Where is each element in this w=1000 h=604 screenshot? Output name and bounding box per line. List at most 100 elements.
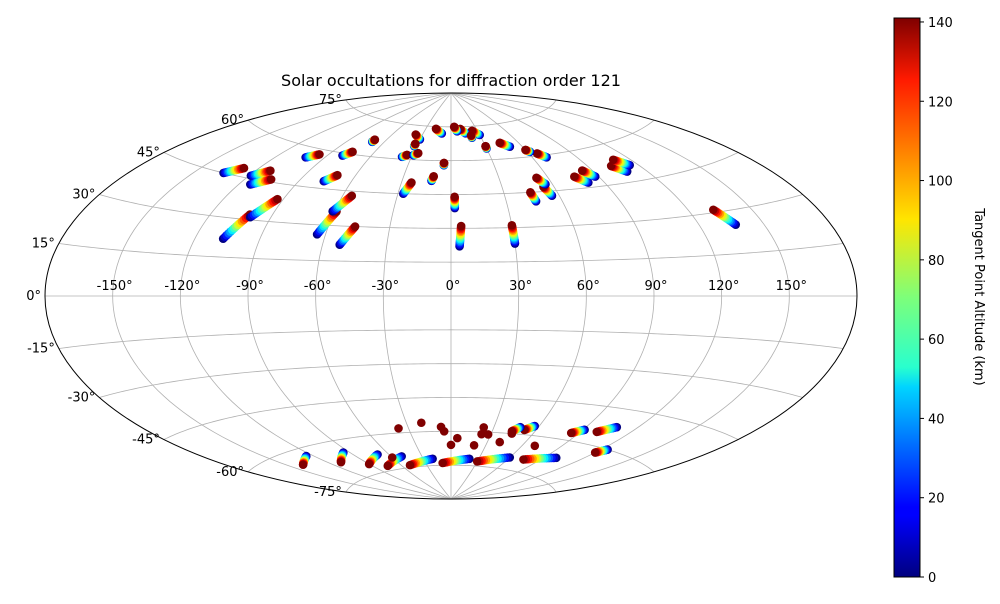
occultation-point (431, 124, 441, 134)
longitude-tick-label: -120° (164, 279, 200, 294)
colorbar-tick-label: 140 (928, 16, 953, 31)
chart-title: Solar occultations for diffraction order… (281, 71, 621, 90)
occultation-point (438, 458, 447, 468)
occultation-point (417, 418, 426, 428)
latitude-tick-label: 60° (221, 113, 244, 128)
occultation-point (483, 430, 493, 439)
occultation-point (407, 178, 416, 187)
occultation-point (577, 166, 587, 175)
occultation-point (495, 138, 505, 148)
occultation-points (218, 122, 741, 471)
occultation-point (364, 459, 374, 469)
occultation-point (411, 130, 421, 139)
occultation-point (450, 192, 459, 202)
occultation-point (466, 131, 476, 140)
occultation-point (347, 191, 357, 201)
grid-longitude-line (450, 92, 790, 500)
occultation-point (507, 429, 517, 438)
longitude-tick-label: 60° (577, 279, 600, 294)
occultation-point (530, 441, 540, 451)
grid-longitude-line (112, 92, 452, 500)
colorbar: 0 20 40 60 80 100 120 140 Tangent Point Altitud… (893, 16, 986, 586)
colorbar-label: Tangent Point Altitude (km) (971, 207, 986, 385)
colorbar-tick-label: 100 (928, 175, 953, 190)
occultation-point (266, 175, 276, 184)
occultation-point (570, 172, 579, 181)
occultation-point (266, 166, 275, 175)
longitude-tick-label: 150° (776, 279, 807, 294)
graticule (45, 92, 857, 500)
longitude-tick-label: 0° (446, 279, 461, 294)
latitude-tick-label: 0° (26, 289, 41, 304)
map-boundary (44, 92, 858, 500)
latitude-tick-label: -30° (68, 391, 96, 406)
colorbar-tick-label: 80 (928, 254, 945, 269)
occultation-point (519, 455, 528, 464)
longitude-tick-label: 30° (509, 279, 532, 294)
occultation-point (402, 150, 412, 160)
occultation-point (383, 461, 393, 471)
occultation-point (507, 221, 517, 230)
occultation-point (479, 423, 489, 432)
occultation-point (350, 222, 360, 231)
longitude-tick-label: -30° (371, 279, 399, 294)
occultation-point (532, 173, 541, 183)
latitude-tick-label: -15° (27, 342, 55, 357)
occultation-point (439, 158, 449, 168)
occultation-point (532, 149, 542, 158)
occultation-point (298, 460, 308, 470)
occultation-point (370, 135, 380, 144)
colorbar-gradient (893, 17, 921, 578)
occultation-point (456, 221, 466, 231)
occultation-point (439, 427, 449, 436)
longitude-tick-label: -90° (236, 279, 264, 294)
longitude-tick-label: 90° (644, 279, 667, 294)
occultation-point (405, 460, 415, 470)
occultation-point (446, 440, 456, 450)
occultation-point (273, 194, 282, 204)
latitude-tick-label: -75° (314, 485, 342, 500)
colorbar-tick-label: 20 (928, 492, 945, 507)
colorbar-tick-label: 0 (928, 571, 936, 586)
occultation-point (608, 155, 618, 165)
latitude-tick-label: -60° (216, 465, 244, 480)
longitude-tick-label: -60° (304, 279, 332, 294)
occultation-point (315, 150, 324, 159)
occultation-point (472, 457, 482, 466)
longitude-tick-label: -150° (97, 279, 133, 294)
occultation-point (387, 453, 397, 462)
occultation-point (709, 205, 718, 215)
grid-longitude-line (450, 92, 655, 500)
occultation-point (590, 448, 600, 457)
occultation-point (453, 433, 462, 443)
colorbar-tick-label: 60 (928, 333, 945, 348)
occultation-point (429, 172, 439, 181)
occultation-point (394, 424, 403, 433)
occultation-point (526, 188, 535, 197)
occultation-point (336, 457, 346, 467)
latitude-tick-label: -45° (132, 433, 160, 448)
occultation-point (477, 429, 486, 439)
occultation-point (411, 139, 420, 149)
occultation-point (469, 440, 479, 450)
latitude-tick-labels: -75° -60° -45° -30° -15° 0° 15° 30° 45° 60° 75° (26, 93, 342, 500)
latitude-tick-label: 30° (72, 188, 95, 203)
grid-longitude-line (315, 92, 452, 500)
grid-longitude-line (247, 92, 452, 500)
occultation-point (495, 437, 505, 447)
occultation-point (333, 170, 342, 180)
occultation-point (413, 148, 423, 158)
grid-longitude-line (382, 92, 452, 500)
occultation-point (239, 163, 249, 173)
latitude-tick-label: 45° (137, 145, 160, 160)
occultation-point (566, 428, 576, 438)
grid-longitude-line (179, 92, 452, 500)
occultation-point (481, 141, 490, 151)
latitude-tick-label: 15° (32, 236, 55, 251)
occultation-point (449, 122, 459, 132)
latitude-tick-label: 75° (319, 93, 342, 108)
longitude-tick-label: 120° (708, 279, 739, 294)
colorbar-tick-label: 120 (928, 95, 953, 110)
